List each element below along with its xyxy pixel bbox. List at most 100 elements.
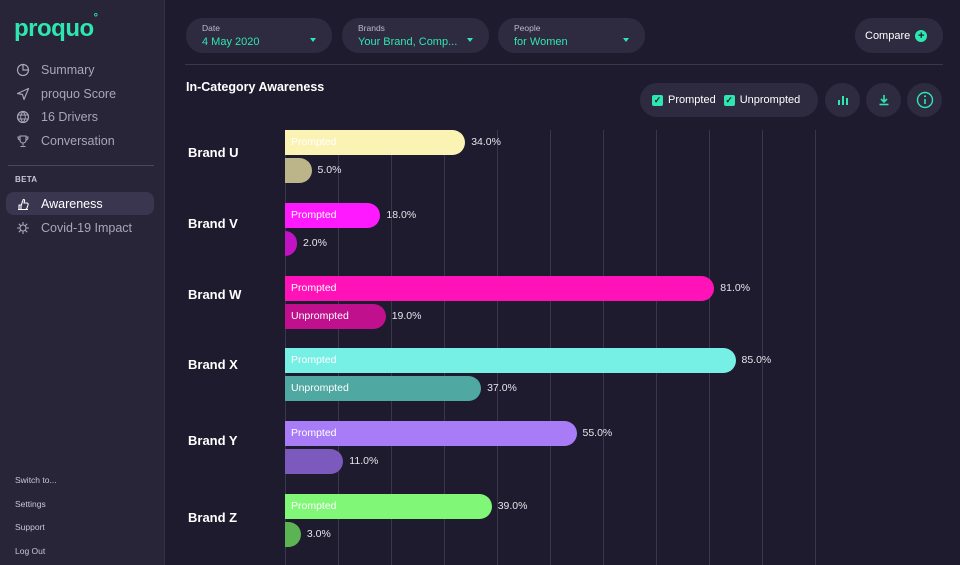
filter-value: Your Brand, Comp... xyxy=(358,36,458,48)
filter-value: 4 May 2020 xyxy=(202,36,260,48)
value-label: 5.0% xyxy=(317,163,342,176)
bar-unprompted[interactable] xyxy=(285,157,312,183)
value-label: 19.0% xyxy=(391,309,422,322)
bar-unprompted[interactable] xyxy=(285,521,301,547)
unprompted-checkbox[interactable]: ✓ xyxy=(723,94,735,106)
value-label: 55.0% xyxy=(582,427,613,439)
gridline xyxy=(338,130,339,565)
sidebar-item-conversation[interactable]: Conversation xyxy=(6,129,154,152)
value-label: 81.0% xyxy=(720,282,751,294)
virus-icon xyxy=(15,220,31,236)
trophy-icon xyxy=(15,133,31,149)
send-icon xyxy=(15,86,31,102)
gridline xyxy=(815,130,816,565)
bar-prompted[interactable] xyxy=(285,203,381,228)
value-label: 37.0% xyxy=(487,381,517,394)
series-toggle-group: ✓ Prompted ✓ Unprompted xyxy=(640,83,818,117)
date-filter[interactable]: Date 4 May 2020 xyxy=(186,18,332,53)
filter-label: Brands xyxy=(358,23,385,33)
gridline xyxy=(709,130,710,565)
chart-type-button[interactable] xyxy=(825,83,860,117)
bar-inside-label: Prompted xyxy=(291,427,337,439)
bar-prompted[interactable] xyxy=(285,494,492,519)
section-title: In-Category Awareness xyxy=(186,80,325,94)
sidebar-item-proquo-score[interactable]: proquo Score xyxy=(6,82,154,105)
compare-label: Compare xyxy=(865,29,911,42)
pie-icon xyxy=(15,62,31,78)
globe-icon xyxy=(15,109,31,125)
bar-prompted[interactable] xyxy=(285,348,736,373)
sidebar-item-awareness[interactable]: Awareness xyxy=(6,192,154,215)
support-link[interactable]: Support xyxy=(15,522,45,532)
sidebar-item-label: Conversation xyxy=(41,133,115,148)
gridline xyxy=(603,130,604,565)
value-label: 3.0% xyxy=(306,527,331,540)
value-label: 2.0% xyxy=(303,236,327,249)
bar-inside-label: Prompted xyxy=(291,282,337,294)
log-out-link[interactable]: Log Out xyxy=(15,546,46,556)
gridline xyxy=(497,130,498,565)
info-button[interactable] xyxy=(907,83,942,117)
sidebar-item-summary[interactable]: Summary xyxy=(6,58,154,81)
value-label: 11.0% xyxy=(349,454,379,467)
sidebar-item-label: Covid-19 Impact xyxy=(41,220,133,235)
hand-icon xyxy=(15,196,31,212)
bar-unprompted[interactable] xyxy=(285,303,386,329)
settings-link[interactable]: Settings xyxy=(15,499,46,509)
gridline xyxy=(444,130,445,565)
bar-prompted[interactable] xyxy=(285,276,715,301)
bar-inside-label: Prompted xyxy=(291,500,337,512)
bar-inside-label: Prompted xyxy=(291,354,337,366)
proquo-logo[interactable]: proquo° xyxy=(14,12,98,42)
sidebar-item-covid-19-impact[interactable]: Covid-19 Impact xyxy=(6,216,154,239)
info-icon xyxy=(916,91,933,109)
category-label: Brand Z xyxy=(188,510,238,525)
value-label: 18.0% xyxy=(386,209,417,221)
gridline xyxy=(391,130,392,565)
bar-chart-icon xyxy=(837,96,848,105)
gridline xyxy=(285,130,286,565)
bar-inside-label: Prompted xyxy=(291,209,337,221)
download-icon xyxy=(879,95,888,106)
switch-to-link[interactable]: Switch to... xyxy=(15,475,57,485)
people-filter[interactable]: People for Women xyxy=(498,18,645,53)
prompted-checkbox[interactable]: ✓ xyxy=(652,94,663,106)
plus-icon: + xyxy=(915,29,928,42)
bar-inside-label: Unprompted xyxy=(291,309,349,322)
sidebar: proquo° Summary proquo Score 16 Drivers … xyxy=(0,0,165,565)
beta-label: BETA xyxy=(15,175,38,184)
sidebar-item-16-drivers[interactable]: 16 Drivers xyxy=(6,105,154,128)
filter-label: Date xyxy=(202,23,220,33)
sidebar-item-label: proquo Score xyxy=(41,86,117,101)
bar-prompted[interactable] xyxy=(285,130,466,155)
sidebar-item-label: Awareness xyxy=(41,196,103,211)
download-button[interactable] xyxy=(866,83,901,117)
chevron-down-icon xyxy=(467,38,473,42)
filter-label: People xyxy=(514,23,541,33)
gridline xyxy=(550,130,551,565)
bar-prompted[interactable] xyxy=(285,421,577,446)
unprompted-toggle-label[interactable]: Unprompted xyxy=(739,94,801,106)
compare-button[interactable]: Compare + xyxy=(855,18,943,53)
bar-inside-label: Prompted xyxy=(291,136,337,148)
chevron-down-icon xyxy=(623,38,629,42)
category-label: Brand V xyxy=(188,216,238,231)
bar-unprompted[interactable] xyxy=(285,448,344,474)
value-label: 34.0% xyxy=(471,136,501,148)
sidebar-item-label: 16 Drivers xyxy=(41,109,98,124)
category-label: Brand W xyxy=(188,287,242,302)
chevron-down-icon xyxy=(310,38,316,42)
brands-filter[interactable]: Brands Your Brand, Comp... xyxy=(342,18,489,53)
prompted-toggle-label[interactable]: Prompted xyxy=(668,94,716,106)
category-label: Brand X xyxy=(188,357,238,372)
gridline xyxy=(656,130,657,565)
sidebar-divider xyxy=(8,165,154,166)
bar-inside-label: Unprompted xyxy=(291,381,349,394)
filter-value: for Women xyxy=(514,36,568,48)
bar-unprompted[interactable] xyxy=(285,230,297,256)
category-label: Brand Y xyxy=(188,433,238,448)
header-divider xyxy=(185,64,943,65)
gridline xyxy=(762,130,763,565)
sidebar-item-label: Summary xyxy=(41,62,95,77)
bar-unprompted[interactable] xyxy=(285,375,482,401)
